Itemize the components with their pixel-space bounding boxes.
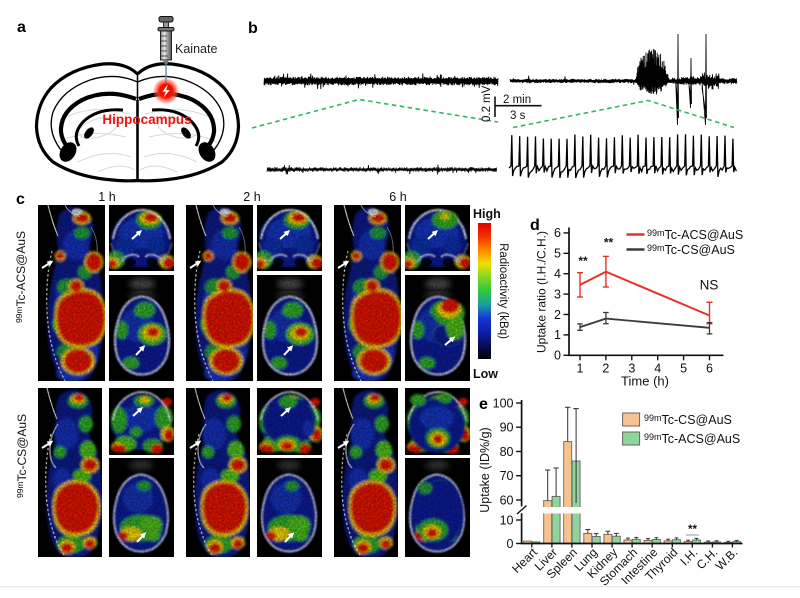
svg-text:99mTc-CS@AuS: 99mTc-CS@AuS [15, 414, 29, 498]
svg-text:1: 1 [577, 362, 584, 376]
svg-text:4: 4 [654, 362, 661, 376]
svg-text:Uptake (ID%/g): Uptake (ID%/g) [478, 427, 492, 512]
svg-text:Radioactivity (kBq): Radioactivity (kBq) [497, 243, 509, 339]
svg-text:0.2 mV: 0.2 mV [481, 85, 493, 122]
svg-text:99mTc-CS@AuS: 99mTc-CS@AuS [644, 413, 732, 427]
svg-text:3: 3 [628, 362, 635, 376]
svg-text:0: 0 [507, 537, 514, 551]
svg-text:10: 10 [500, 513, 514, 527]
svg-text:Kainate: Kainate [175, 42, 217, 56]
svg-text:d: d [530, 217, 540, 234]
svg-text:99mTc-ACS@AuS: 99mTc-ACS@AuS [647, 228, 743, 242]
svg-text:3 s: 3 s [510, 110, 526, 122]
svg-text:99mTc-ACS@AuS: 99mTc-ACS@AuS [14, 231, 28, 323]
svg-text:Hippocampus: Hippocampus [102, 112, 191, 127]
svg-text:2: 2 [602, 362, 609, 376]
svg-text:a: a [17, 19, 26, 36]
svg-text:1 h: 1 h [98, 190, 115, 204]
svg-text:Low: Low [473, 367, 498, 381]
svg-text:100: 100 [493, 396, 514, 410]
svg-text:b: b [248, 20, 258, 37]
svg-text:**: ** [688, 524, 697, 536]
svg-text:99mTc-CS@AuS: 99mTc-CS@AuS [647, 243, 735, 257]
svg-text:**: ** [578, 254, 588, 268]
svg-text:2 min: 2 min [503, 94, 531, 106]
svg-text:NS: NS [700, 278, 719, 293]
svg-text:5: 5 [680, 362, 687, 376]
svg-text:2: 2 [554, 308, 561, 322]
svg-text:99mTc-ACS@AuS: 99mTc-ACS@AuS [644, 432, 740, 446]
svg-text:6: 6 [706, 362, 713, 376]
svg-text:W.B.: W.B. [713, 545, 741, 573]
svg-text:Uptake ratio (I.H./C.H.): Uptake ratio (I.H./C.H.) [535, 231, 549, 353]
svg-text:**: ** [604, 236, 614, 250]
svg-text:e: e [479, 396, 488, 413]
svg-text:6: 6 [554, 226, 561, 240]
svg-text:6 h: 6 h [389, 190, 406, 204]
svg-text:0: 0 [554, 349, 561, 363]
svg-text:Time (h): Time (h) [621, 374, 669, 389]
svg-text:1: 1 [554, 328, 561, 342]
svg-text:c: c [16, 191, 25, 208]
svg-text:5: 5 [554, 247, 561, 261]
svg-text:80: 80 [500, 445, 514, 459]
svg-text:90: 90 [500, 421, 514, 435]
svg-text:3: 3 [554, 287, 561, 301]
svg-text:60: 60 [500, 493, 514, 507]
svg-text:High: High [473, 207, 501, 221]
svg-text:70: 70 [500, 469, 514, 483]
svg-text:2 h: 2 h [243, 190, 260, 204]
svg-text:4: 4 [554, 267, 561, 281]
